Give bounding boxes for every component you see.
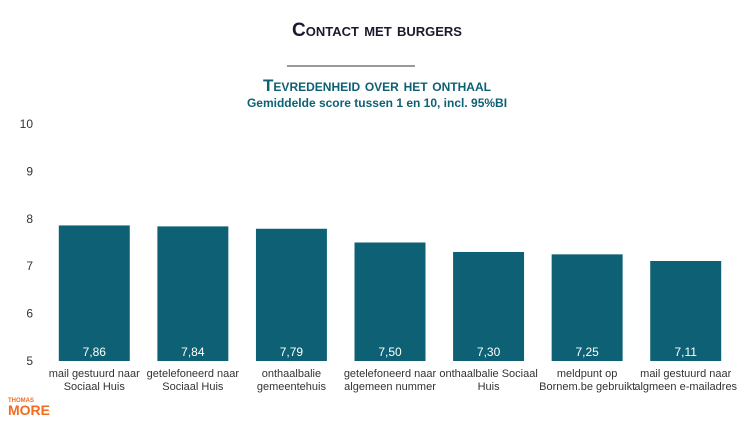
bar <box>551 254 623 361</box>
logo-top: THOMAS <box>8 398 34 404</box>
value-label: 7,50 <box>378 345 402 359</box>
bar <box>58 225 130 361</box>
x-tick-label: mail gestuurd naar algmeen e-mailadres <box>634 368 737 393</box>
x-tick-label: mail gestuurd naar Sociaal Huis <box>49 368 140 393</box>
value-label: 7,25 <box>575 345 599 359</box>
y-tick-label: 6 <box>26 307 33 321</box>
chart-title: Tevredenheid over het onthaal <box>263 76 491 95</box>
bar <box>157 226 229 361</box>
logo-bottom: MORE <box>8 402 50 418</box>
y-tick-label: 10 <box>20 117 34 131</box>
bar <box>255 228 327 361</box>
y-tick-label: 8 <box>26 212 33 226</box>
bar <box>650 260 722 361</box>
chart-subtitle: Gemiddelde score tussen 1 en 10, incl. 9… <box>247 96 507 110</box>
bar <box>354 242 426 361</box>
x-tick-label: meldpunt op Bornem.be gebruikt <box>539 368 635 393</box>
value-label: 7,11 <box>674 345 697 359</box>
value-label: 7,86 <box>83 345 107 359</box>
value-label: 7,79 <box>280 345 304 359</box>
y-tick-label: 5 <box>26 354 33 368</box>
y-tick-label: 7 <box>26 259 33 273</box>
x-tick-label: getelefoneerd naar Sociaal Huis <box>147 368 240 393</box>
value-label: 7,84 <box>181 345 205 359</box>
x-tick-label: onthaalbalie gemeentehuis <box>257 368 327 393</box>
x-tick-label: onthaalbalie Sociaal Huis <box>439 368 537 393</box>
x-tick-label: getelefoneerd naar algemeen nummer <box>344 368 437 393</box>
page-title: Contact met burgers <box>292 20 462 41</box>
bar <box>453 251 525 361</box>
y-tick-label: 9 <box>26 164 33 178</box>
value-label: 7,30 <box>477 345 501 359</box>
